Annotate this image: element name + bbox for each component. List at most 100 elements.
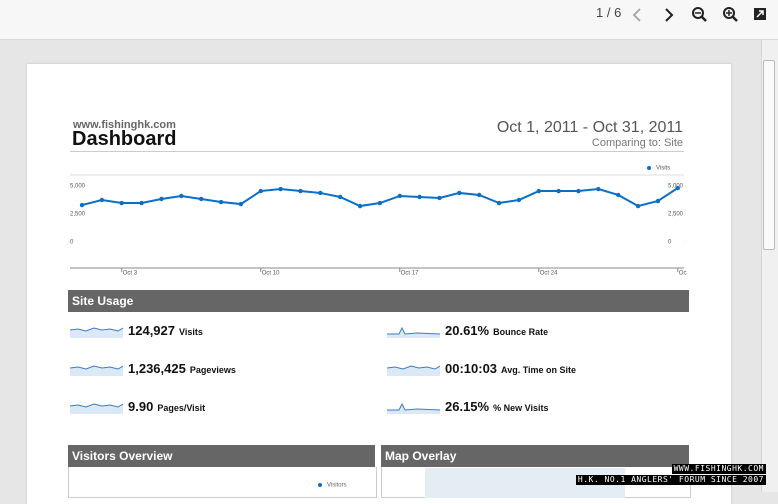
next-page-button[interactable] — [665, 8, 674, 22]
y2-tick-label: 0 — [668, 240, 672, 246]
sparkline-line — [387, 326, 440, 335]
data-point — [477, 192, 482, 198]
x-tick-label: Oct 10 — [262, 271, 280, 277]
section-header: Site Usage — [68, 290, 689, 312]
data-point — [576, 188, 581, 194]
y2-tick-label: 2,500 — [668, 212, 684, 218]
metric-label: Pageviews — [189, 365, 236, 375]
comparison: Comparing to: Site — [591, 137, 683, 149]
data-point — [635, 203, 641, 209]
data-point — [357, 203, 363, 209]
panel-header: Visitors Overview — [68, 445, 375, 467]
data-point — [496, 200, 502, 206]
panel-header: Map Overlay — [381, 445, 689, 467]
metric: 1,236,425 Pageviews — [128, 361, 236, 376]
data-point — [159, 196, 164, 202]
data-point — [258, 188, 263, 194]
data-point — [377, 200, 383, 206]
zoom-out-button[interactable] — [692, 7, 707, 22]
metric-value: 124,927 — [128, 323, 175, 338]
data-point — [79, 202, 85, 208]
sparkline — [387, 365, 440, 376]
sparkline-area — [387, 404, 440, 414]
metric: 9.90 Pages/Visit — [128, 399, 205, 414]
x-tick-label: Oct 24 — [540, 271, 558, 277]
metric-value: 9.90 — [128, 399, 154, 414]
data-point — [556, 188, 561, 194]
x-tick-label: Oct 17 — [401, 271, 419, 277]
x-tick-label: Oct 3 — [123, 271, 138, 277]
watermark-site: WWW.FISHINGHK.COM — [671, 464, 766, 474]
metric-label: % New Visits — [493, 403, 549, 413]
toolbar — [0, 0, 778, 40]
sparkline — [387, 326, 440, 338]
sparkline-line — [387, 402, 440, 411]
prev-page-button[interactable] — [632, 8, 641, 22]
data-point — [457, 190, 462, 196]
metric-label: Visits — [179, 327, 203, 337]
sparkline — [70, 403, 123, 414]
data-point — [337, 194, 343, 200]
legend-dot — [647, 166, 651, 170]
sparkline-area — [387, 328, 440, 338]
y-tick-label: 0 — [70, 240, 74, 246]
report-title: Dashboard — [72, 128, 177, 150]
legend-dot — [318, 483, 322, 487]
data-point — [238, 201, 244, 207]
popout-button[interactable] — [754, 8, 766, 20]
toolbar-icons — [632, 7, 766, 22]
pdf-page — [27, 64, 731, 504]
panel-legend: Visitors — [318, 483, 347, 489]
visits-chart: 0 2,500 5,000 0 2,500 5,000 Oct 3 Oct 10 Oct 17 O… — [68, 166, 687, 277]
sparkline — [70, 365, 123, 376]
data-point — [179, 193, 184, 199]
sparkline — [70, 327, 123, 338]
metric-label: Bounce Rate — [493, 327, 549, 337]
sparkline-line — [70, 365, 123, 370]
y-tick-label: 2,500 — [70, 212, 86, 218]
y2-tick-label: 5,000 — [668, 184, 684, 190]
data-point — [298, 188, 303, 194]
metric-value: 20.61% — [445, 323, 490, 338]
data-point — [119, 200, 124, 206]
data-point — [616, 192, 621, 198]
data-point — [675, 185, 680, 191]
data-point — [218, 199, 224, 205]
data-point — [198, 196, 204, 202]
page-indicator: 1 / 6 — [596, 5, 622, 20]
data-point — [437, 195, 442, 201]
metric-value: 1,236,425 — [128, 361, 186, 376]
data-point — [596, 186, 601, 192]
data-point — [397, 193, 402, 199]
metric-label: Avg. Time on Site — [501, 365, 577, 375]
zoom-in-button[interactable] — [723, 7, 738, 22]
date-range: Oct 1, 2011 - Oct 31, 2011 — [496, 119, 683, 136]
site-name: www.fishinghk.com — [73, 119, 176, 131]
data-point — [278, 186, 283, 192]
y-tick-label: 5,000 — [70, 184, 86, 190]
header-rule — [70, 151, 684, 152]
sparkline-line — [387, 365, 440, 370]
sparkline-line — [70, 403, 123, 408]
data-point — [318, 190, 323, 196]
scroll-thumb[interactable] — [763, 60, 775, 250]
metric: 124,927 Visits — [128, 323, 203, 338]
metric: 26.15%% New Visits — [445, 399, 548, 414]
data-point — [417, 194, 422, 200]
metric-label: Pages/Visit — [157, 403, 206, 413]
sparkline-line — [70, 327, 123, 332]
metric: 00:10:03 Avg. Time on Site — [445, 361, 576, 376]
data-point — [516, 197, 522, 203]
x-tick-label: Oc — [679, 271, 687, 277]
legend-label: Visitors — [327, 483, 347, 489]
data-point — [99, 197, 105, 203]
sparkline — [387, 402, 440, 414]
data-point — [139, 200, 144, 206]
legend-label: Visits — [656, 166, 670, 172]
metric: 20.61% Bounce Rate — [445, 323, 548, 338]
watermark-slogan: H.K. NO.1 ANGLERS' FORUM SINCE 2007 — [575, 475, 766, 485]
data-point — [655, 198, 661, 204]
data-point — [536, 188, 541, 194]
metric-value: 00:10:03 — [445, 361, 498, 376]
